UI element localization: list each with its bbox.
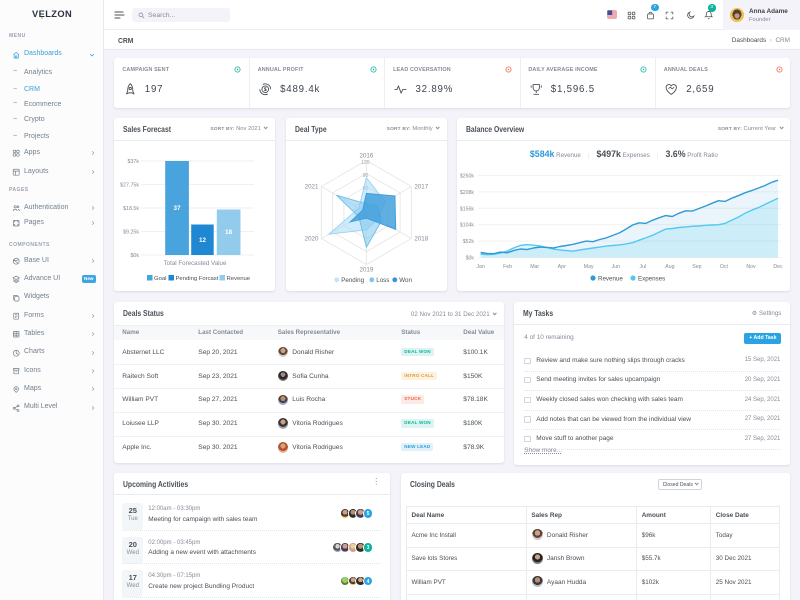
svg-text:18: 18: [225, 229, 233, 236]
svg-text:Jun: Jun: [612, 264, 620, 270]
svg-text:Revenue: Revenue: [226, 275, 250, 281]
svg-text:2020: 2020: [304, 235, 318, 242]
svg-text:$37k: $37k: [127, 159, 139, 165]
svg-text:Nov: Nov: [747, 264, 757, 270]
svg-text:2018: 2018: [414, 235, 428, 242]
svg-text:2021: 2021: [304, 183, 318, 190]
svg-text:90: 90: [362, 173, 368, 179]
svg-text:$104k: $104k: [460, 222, 475, 228]
svg-text:Expenses: Expenses: [638, 275, 665, 282]
svg-text:Won: Won: [399, 277, 412, 284]
svg-text:Jul: Jul: [640, 264, 647, 270]
svg-text:Dec: Dec: [774, 264, 784, 270]
svg-text:$9.25k: $9.25k: [123, 229, 139, 235]
svg-text:$0k: $0k: [466, 255, 475, 261]
svg-text:Apr: Apr: [558, 264, 566, 270]
svg-text:Jan: Jan: [477, 264, 485, 270]
svg-text:$156k: $156k: [460, 206, 475, 212]
svg-text:37: 37: [173, 205, 181, 212]
svg-text:$208k: $208k: [460, 189, 475, 195]
svg-text:Revenue: Revenue: [598, 275, 623, 282]
svg-text:$18.5k: $18.5k: [123, 206, 139, 212]
svg-text:May: May: [584, 264, 594, 270]
svg-text:Mar: Mar: [531, 264, 540, 270]
svg-text:Pending Forcast: Pending Forcast: [175, 275, 218, 281]
svg-text:$260k: $260k: [460, 173, 475, 179]
svg-text:Pending: Pending: [341, 277, 364, 284]
svg-text:120: 120: [361, 160, 370, 166]
svg-text:$0k: $0k: [130, 253, 139, 259]
svg-text:Goal: Goal: [154, 275, 166, 281]
svg-text:Feb: Feb: [504, 264, 513, 270]
svg-text:Oct: Oct: [720, 264, 729, 270]
svg-text:Aug: Aug: [666, 264, 675, 270]
svg-text:Total Forecasted Value: Total Forecasted Value: [163, 260, 226, 267]
svg-text:2019: 2019: [359, 266, 373, 273]
svg-text:Sep: Sep: [693, 264, 702, 270]
svg-text:$27.75k: $27.75k: [120, 182, 139, 188]
svg-text:2016: 2016: [359, 152, 373, 159]
svg-text:12: 12: [199, 237, 207, 244]
svg-text:2017: 2017: [414, 183, 428, 190]
svg-text:Loss: Loss: [376, 277, 389, 284]
svg-text:$52k: $52k: [463, 239, 475, 245]
